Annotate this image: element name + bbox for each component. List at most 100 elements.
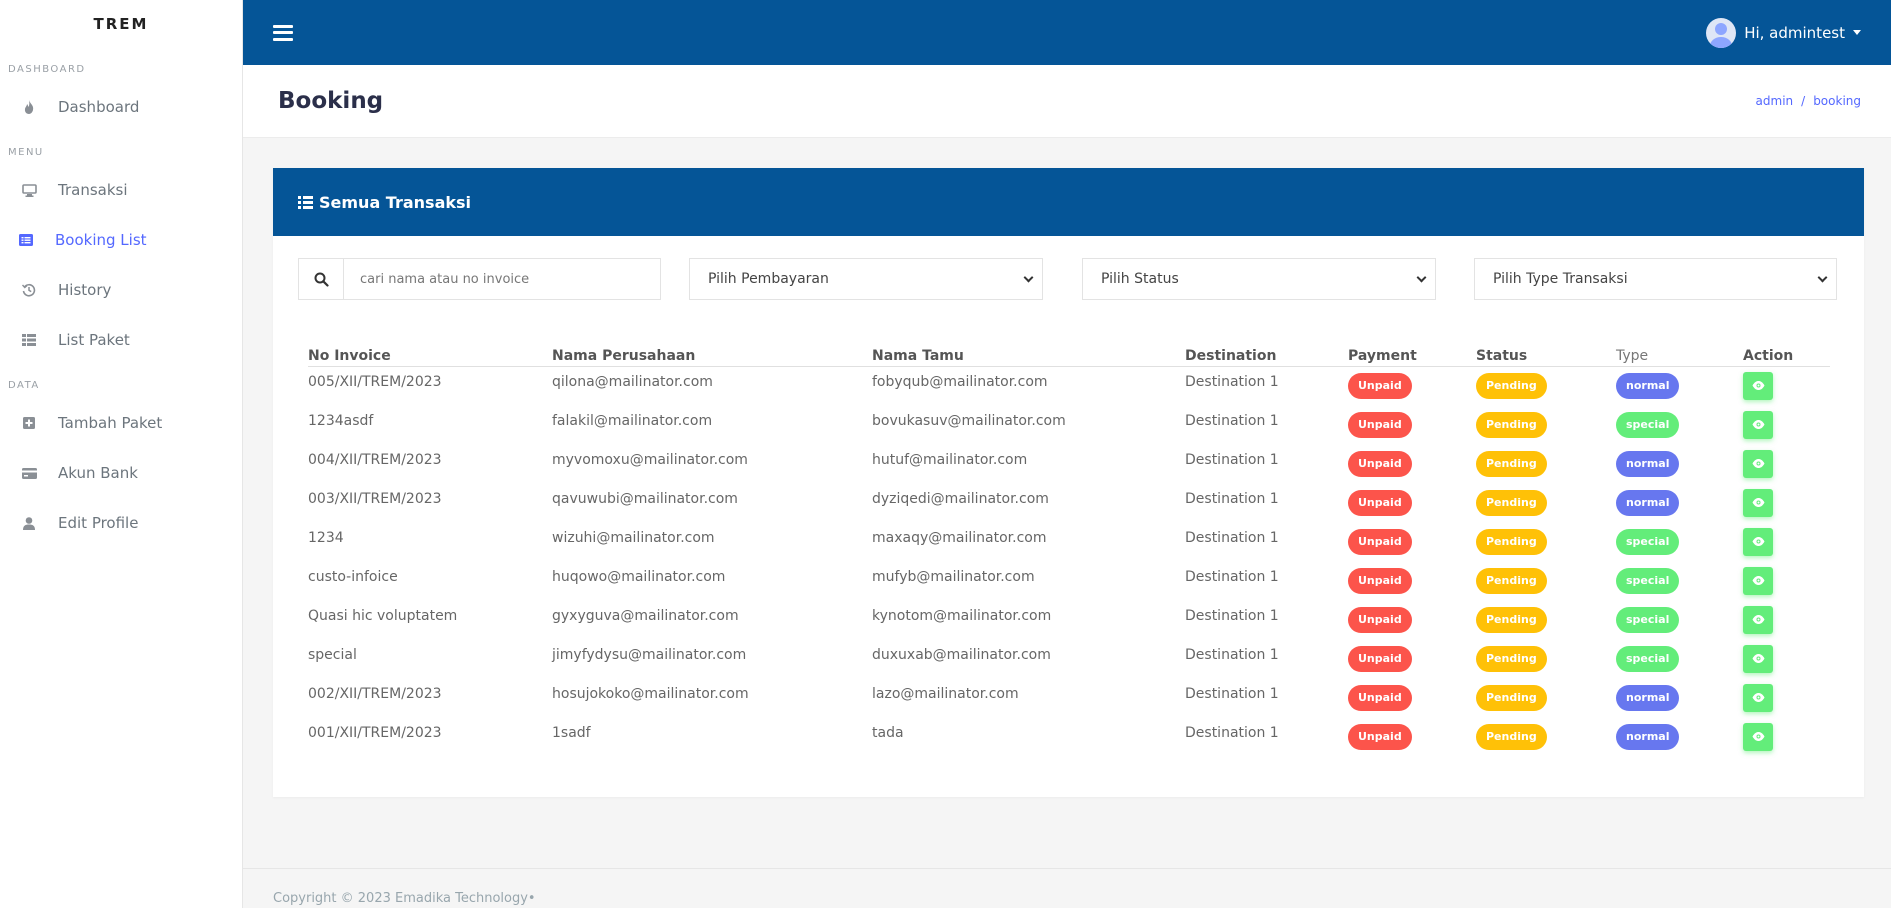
cell-guest: duxuxab@mailinator.com (872, 646, 1051, 663)
table-row: Quasi hic voluptatem gyxyguva@mailinator.… (308, 600, 1830, 639)
cell-company: wizuhi@mailinator.com (552, 529, 715, 546)
payment-select[interactable]: Pilih Pembayaran (689, 258, 1043, 300)
sidebar: TREM DASHBOARD Dashboard MENU Transaksi … (0, 0, 243, 908)
list-icon (298, 195, 313, 209)
cell-action (1743, 600, 1830, 639)
cell-type: normal (1616, 444, 1743, 483)
type-badge: normal (1616, 372, 1680, 399)
cell-payment: Unpaid (1348, 522, 1476, 561)
topbar: Hi, admintest (243, 0, 1891, 65)
sidebar-item-label: Transaksi (58, 181, 128, 199)
status-select[interactable]: Pilih Status (1082, 258, 1436, 300)
column-header-guest[interactable]: Nama Tamu (872, 336, 1185, 367)
sidebar-item-booking-list[interactable]: Booking List (0, 215, 242, 265)
breadcrumb-item-booking[interactable]: booking (1813, 94, 1861, 108)
payment-badge: Unpaid (1348, 606, 1412, 633)
column-header-invoice[interactable]: No Invoice (308, 336, 552, 367)
cell-action (1743, 561, 1830, 600)
view-button[interactable] (1743, 488, 1773, 517)
cell-status: Pending (1476, 405, 1616, 444)
type-badge: normal (1616, 723, 1680, 750)
cell-invoice: 1234 (308, 529, 344, 546)
transactions-card: Semua Transaksi Pilih Pembayaran Pilih S… (273, 168, 1864, 797)
status-badge: Pending (1476, 489, 1547, 516)
column-header-company[interactable]: Nama Perusahaan (552, 336, 872, 367)
column-header-type[interactable]: Type (1616, 336, 1743, 367)
sidebar-item-tambah-paket[interactable]: Tambah Paket (0, 398, 242, 448)
table-icon (20, 331, 38, 349)
sidebar-item-akun-bank[interactable]: Akun Bank (0, 448, 242, 498)
view-button[interactable] (1743, 644, 1773, 673)
view-button[interactable] (1743, 722, 1773, 751)
view-button[interactable] (1743, 605, 1773, 634)
cell-company: 1sadf (552, 724, 591, 741)
eye-icon (1752, 381, 1764, 391)
chevron-down-icon (1416, 272, 1427, 282)
column-header-destination[interactable]: Destination (1185, 336, 1348, 367)
section-label-dashboard: DASHBOARD (8, 64, 86, 75)
cell-invoice: 001/XII/TREM/2023 (308, 724, 442, 741)
column-header-status[interactable]: Status (1476, 336, 1616, 367)
search-button[interactable] (299, 259, 344, 299)
cell-invoice: 1234asdf (308, 412, 374, 429)
cell-destination: Destination 1 (1185, 451, 1279, 468)
sidebar-item-list-paket[interactable]: List Paket (0, 315, 242, 365)
eye-icon (1752, 420, 1764, 429)
view-button[interactable] (1743, 371, 1773, 400)
view-button[interactable] (1743, 527, 1773, 556)
page-header: Booking admin / booking (243, 65, 1891, 138)
cell-guest: tada (872, 724, 904, 741)
type-badge: special (1616, 411, 1680, 438)
cell-guest: maxaqy@mailinator.com (872, 529, 1047, 546)
cell-payment: Unpaid (1348, 561, 1476, 600)
cell-action (1743, 717, 1830, 756)
cell-company: jimyfydysu@mailinator.com (552, 646, 747, 663)
sidebar-item-dashboard[interactable]: Dashboard (0, 82, 242, 132)
cell-destination: Destination 1 (1185, 373, 1279, 390)
type-select-value: Pilih Type Transaksi (1493, 271, 1628, 287)
sidebar-item-edit-profile[interactable]: Edit Profile (0, 498, 242, 548)
view-button[interactable] (1743, 449, 1773, 478)
fire-icon (20, 98, 38, 116)
chevron-down-icon (1023, 272, 1034, 282)
search-input[interactable] (344, 259, 660, 299)
cell-type: special (1616, 639, 1743, 678)
status-badge: Pending (1476, 411, 1547, 438)
view-button[interactable] (1743, 566, 1773, 595)
cell-type: special (1616, 561, 1743, 600)
breadcrumb-separator: / (1801, 94, 1806, 108)
view-button[interactable] (1743, 683, 1773, 712)
cell-destination: Destination 1 (1185, 490, 1279, 507)
table-body: 005/XII/TREM/2023 qilona@mailinator.com fo… (308, 366, 1830, 756)
cell-company: hosujokoko@mailinator.com (552, 685, 749, 702)
search-box (298, 258, 661, 300)
cell-status: Pending (1476, 522, 1616, 561)
column-header-action: Action (1743, 336, 1830, 367)
status-select-value: Pilih Status (1101, 271, 1179, 287)
cell-status: Pending (1476, 444, 1616, 483)
breadcrumb-item-admin[interactable]: admin (1755, 94, 1794, 108)
cell-payment: Unpaid (1348, 600, 1476, 639)
cell-destination: Destination 1 (1185, 607, 1279, 624)
eye-icon (1752, 498, 1764, 507)
cell-action (1743, 405, 1830, 444)
hamburger-menu-icon[interactable] (273, 24, 293, 41)
sidebar-item-label: Akun Bank (58, 464, 138, 482)
table-row: 1234asdf falakil@mailinator.com bovukasuv@… (308, 405, 1830, 444)
sidebar-item-label: Booking List (55, 231, 147, 249)
user-icon (20, 514, 38, 532)
cell-type: normal (1616, 717, 1743, 756)
status-badge: Pending (1476, 450, 1547, 477)
sidebar-item-transaksi[interactable]: Transaksi (0, 165, 242, 215)
brand-logo[interactable]: TREM (93, 15, 149, 33)
payment-badge: Unpaid (1348, 684, 1412, 711)
type-select[interactable]: Pilih Type Transaksi (1474, 258, 1837, 300)
cell-guest: bovukasuv@mailinator.com (872, 412, 1066, 429)
sidebar-item-history[interactable]: History (0, 265, 242, 315)
view-button[interactable] (1743, 410, 1773, 439)
eye-icon (1752, 732, 1764, 741)
cell-guest: lazo@mailinator.com (872, 685, 1019, 702)
status-badge: Pending (1476, 567, 1547, 594)
column-header-payment[interactable]: Payment (1348, 336, 1476, 367)
user-menu[interactable]: Hi, admintest (1706, 17, 1861, 48)
